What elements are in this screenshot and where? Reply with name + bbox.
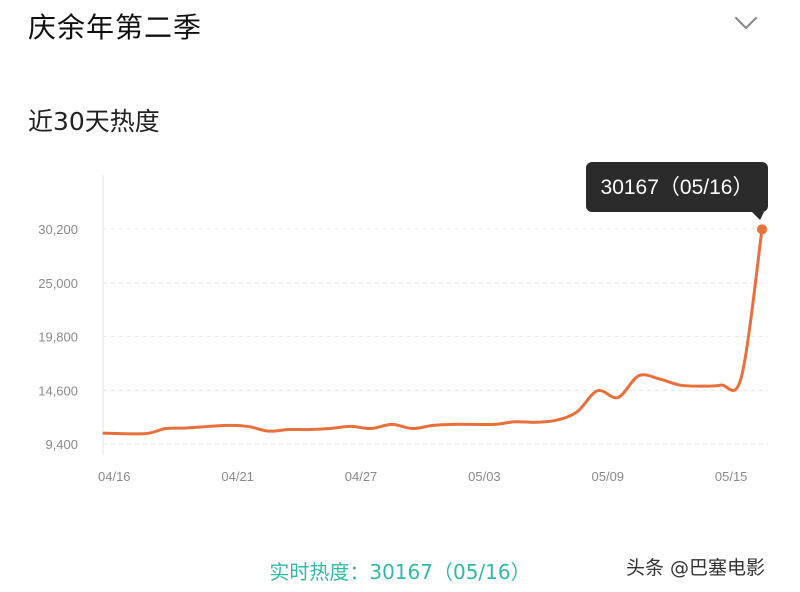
y-tick-label: 30,200 (38, 222, 78, 237)
x-tick-label: 04/21 (221, 469, 254, 484)
x-tick-label: 04/16 (98, 469, 131, 484)
y-tick-label: 19,800 (38, 330, 78, 345)
realtime-heat-label: 实时热度：30167（05/16） (269, 560, 531, 584)
chart-title: 近30天热度 (28, 107, 160, 136)
highlight-point (757, 224, 767, 235)
x-tick-label: 04/27 (345, 469, 378, 484)
tooltip-box (586, 162, 768, 212)
tooltip-label: 30167（05/16） (601, 176, 754, 199)
x-tick-label: 05/03 (468, 469, 501, 484)
x-tick-label: 05/09 (592, 469, 625, 484)
series-line (102, 227, 764, 436)
y-tick-label: 9,400 (45, 437, 78, 452)
x-tick-label: 05/15 (715, 469, 748, 484)
show-title: 庆余年第二季 (28, 11, 203, 44)
tooltip-pointer (752, 212, 764, 220)
watermark-text: 头条 @巴塞电影 (626, 557, 766, 579)
y-tick-label: 25,000 (38, 276, 78, 291)
chevron-down-icon[interactable] (733, 14, 759, 32)
y-tick-label: 14,600 (38, 383, 78, 398)
